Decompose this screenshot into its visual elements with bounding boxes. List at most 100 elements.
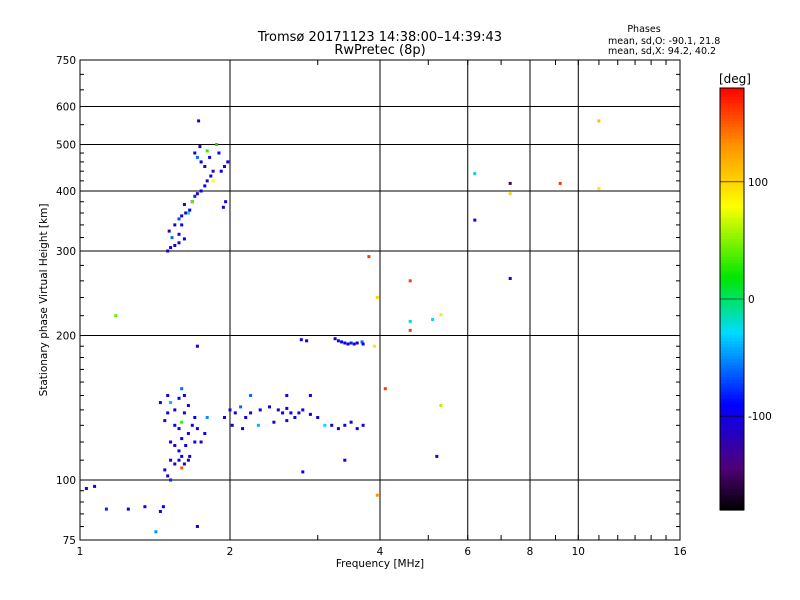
colorbar-band — [720, 431, 744, 436]
data-point — [182, 411, 186, 415]
data-point — [343, 458, 347, 462]
data-point — [199, 440, 203, 444]
data-point — [211, 179, 215, 183]
y-axis-label: Stationary phase Virtual Height [km] — [38, 204, 50, 397]
colorbar-band — [720, 253, 744, 258]
data-point — [355, 341, 359, 345]
colorbar-band — [720, 97, 744, 101]
data-point — [333, 337, 337, 341]
data-point — [361, 423, 365, 427]
colorbar-band — [720, 238, 744, 243]
data-point — [285, 406, 289, 410]
data-point — [182, 462, 186, 466]
data-point — [177, 217, 181, 221]
colorbar-band — [720, 506, 744, 511]
colorbar-band — [720, 181, 744, 186]
colorbar-band — [720, 187, 744, 192]
colorbar-band — [720, 265, 744, 270]
data-point — [205, 179, 209, 183]
data-point — [161, 505, 165, 509]
data-point — [258, 408, 262, 412]
data-point — [230, 423, 234, 427]
y-tick-label: 100 — [56, 475, 76, 487]
data-point — [203, 165, 207, 168]
colorbar-band — [720, 214, 744, 219]
data-point — [163, 419, 167, 423]
data-point — [375, 296, 379, 299]
colorbar-band — [720, 428, 744, 433]
data-point — [340, 340, 344, 344]
data-point — [186, 432, 190, 435]
data-point — [336, 427, 340, 431]
colorbar-band — [720, 124, 744, 128]
colorbar-band — [720, 289, 744, 294]
colorbar-band — [720, 326, 744, 330]
data-point — [268, 405, 271, 409]
colorbar-band — [720, 404, 744, 409]
data-point — [336, 339, 340, 343]
colorbar-band — [720, 464, 744, 469]
y-tick-label: 75 — [63, 535, 76, 547]
data-point — [177, 241, 181, 245]
y-tick-label: 500 — [56, 140, 76, 152]
colorbar-band — [720, 184, 744, 189]
data-point — [558, 181, 562, 185]
data-point — [188, 454, 192, 458]
colorbar-band — [720, 223, 744, 228]
colorbar-band — [720, 479, 744, 484]
colorbar-band — [720, 437, 744, 442]
data-point — [205, 149, 209, 153]
colorbar-band — [720, 458, 744, 463]
colorbar-band — [720, 368, 744, 372]
colorbar-band — [720, 317, 744, 321]
data-point — [224, 200, 228, 204]
colorbar-band — [720, 362, 744, 366]
colorbar-band — [720, 109, 744, 113]
data-point — [249, 411, 253, 415]
data-point — [186, 404, 190, 407]
data-point — [180, 437, 184, 441]
data-point — [249, 394, 253, 397]
colorbar-band — [720, 494, 744, 499]
data-point — [308, 394, 312, 397]
colorbar-band — [720, 226, 744, 231]
colorbar-band — [720, 341, 744, 345]
data-point — [223, 165, 226, 168]
data-point — [360, 340, 364, 344]
data-point — [166, 394, 170, 397]
colorbar-band — [720, 452, 744, 457]
data-point — [408, 319, 412, 323]
data-point — [343, 341, 347, 345]
colorbar-band — [720, 335, 744, 339]
data-point — [158, 510, 162, 513]
colorbar-band — [720, 193, 744, 198]
colorbar-band — [720, 395, 744, 400]
colorbar-band — [720, 166, 744, 170]
colorbar-band — [720, 344, 744, 348]
data-point — [163, 468, 167, 472]
stats-o: mean, sd,O: -90.1, 21.8 — [608, 36, 720, 47]
y-tick-label: 750 — [56, 55, 76, 67]
data-point — [182, 394, 186, 397]
y-tick-label: 300 — [56, 246, 76, 258]
data-point — [289, 411, 293, 415]
data-point — [305, 339, 309, 343]
x-tick-label: 4 — [377, 546, 384, 558]
data-point — [169, 440, 173, 444]
data-point — [308, 412, 312, 416]
colorbar-band — [720, 356, 744, 360]
colorbar-tick-label: 100 — [748, 177, 768, 189]
colorbar-band — [720, 103, 744, 107]
colorbar-band — [720, 247, 744, 252]
phases-header: Phases — [627, 24, 660, 35]
colorbar-band — [720, 305, 744, 309]
data-point — [316, 416, 320, 419]
data-point — [223, 416, 226, 419]
colorbar-band — [720, 127, 744, 131]
colorbar-band — [720, 473, 744, 478]
colorbar-band — [720, 407, 744, 412]
data-point — [182, 237, 186, 241]
colorbar-band — [720, 229, 744, 234]
colorbar-band — [720, 497, 744, 502]
data-point — [195, 192, 199, 196]
